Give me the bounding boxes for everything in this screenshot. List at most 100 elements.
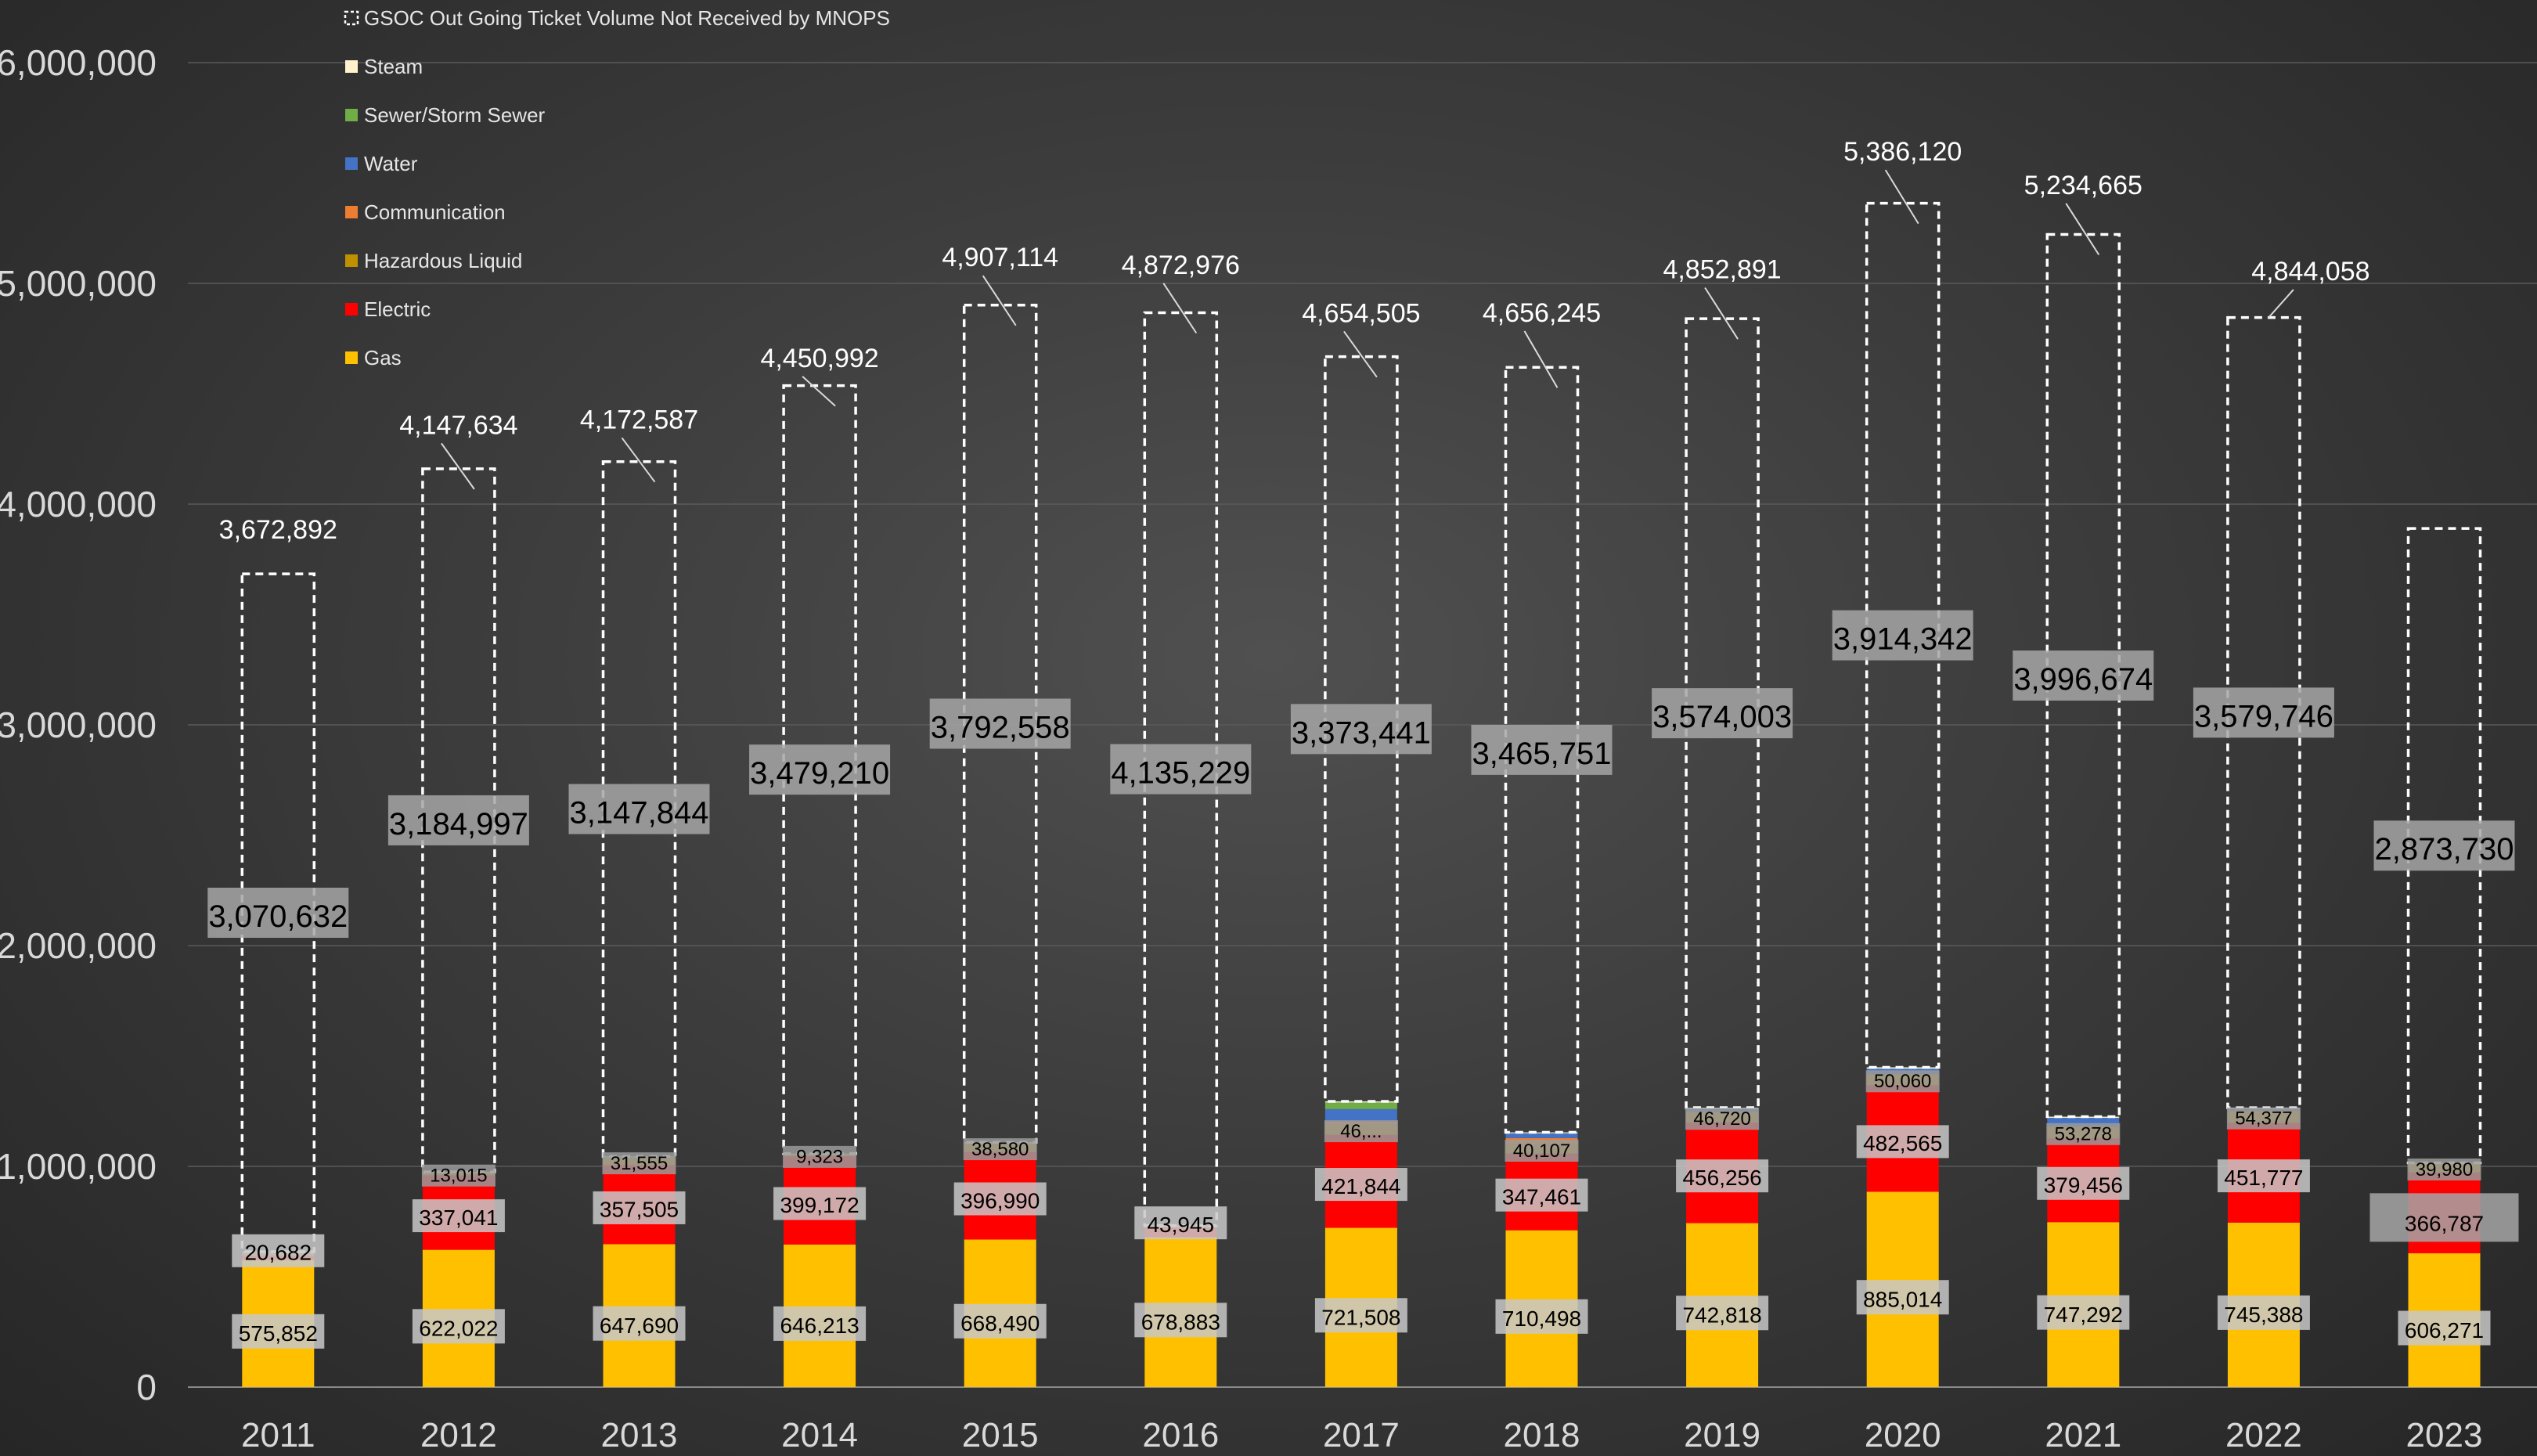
gas-value-label: 668,490 — [960, 1311, 1040, 1335]
electric-value-label-box — [232, 1234, 325, 1267]
legend-swatch — [345, 60, 358, 73]
gas-value-label-box — [2398, 1310, 2491, 1346]
total-leader-line — [1343, 330, 1378, 378]
gas-value-label: 745,388 — [2224, 1303, 2303, 1327]
gsoc-value-label-box — [387, 795, 529, 845]
gsoc-value-label-box — [2373, 820, 2515, 871]
total-value-label: 5,234,665 — [2024, 171, 2142, 200]
y-tick-label: 6,000,000 — [0, 42, 157, 83]
hazardous-liquid-value-label-box — [602, 1152, 676, 1175]
electric-value-label-box — [412, 1199, 505, 1233]
electric-value-label-box — [2217, 1159, 2310, 1193]
gas-value-label-box — [1676, 1296, 1769, 1331]
gas-value-label: 721,508 — [1321, 1306, 1400, 1330]
gas-value-label-box — [2037, 1295, 2130, 1330]
gsoc-value-label: 3,373,441 — [1292, 715, 1431, 750]
hazardous-liquid-value-label: 46,720 — [1693, 1108, 1750, 1130]
bar-water — [2047, 1117, 2120, 1127]
total-value-label: 4,450,992 — [760, 344, 878, 373]
gsoc-value-label: 3,184,997 — [389, 807, 528, 842]
hazardous-liquid-value-label: 46,... — [1340, 1121, 1382, 1142]
electric-value-label: 396,990 — [960, 1188, 1040, 1213]
hazardous-liquid-value-label: 31,555 — [611, 1153, 668, 1174]
gsoc-value-label-box — [1652, 688, 1793, 739]
x-tick-label: 2011 — [241, 1416, 315, 1454]
gas-value-label: 742,818 — [1682, 1303, 1761, 1328]
gas-value-label-box — [2217, 1295, 2310, 1330]
total-leader-line — [1704, 287, 1739, 340]
gas-value-label-box — [953, 1303, 1047, 1339]
total-value-label: 4,872,976 — [1122, 250, 1240, 280]
total-value-label: 4,656,245 — [1483, 298, 1601, 328]
x-tick-label: 2022 — [2225, 1416, 2302, 1454]
legend-swatch — [345, 109, 358, 121]
hazardous-liquid-value-label-box — [1865, 1070, 1940, 1093]
hazardous-liquid-value-label: 9,323 — [796, 1147, 843, 1168]
hazardous-liquid-value-label-box — [2407, 1158, 2481, 1180]
gsoc-value-label: 3,147,844 — [570, 795, 709, 830]
gsoc-value-label: 3,996,674 — [2013, 662, 2153, 697]
gsoc-value-label-box — [929, 698, 1071, 749]
total-leader-line — [802, 376, 836, 407]
hazardous-liquid-value-label-box — [2226, 1107, 2301, 1130]
electric-value-label-box — [1856, 1125, 1949, 1159]
y-tick-label: 1,000,000 — [0, 1146, 157, 1187]
gsoc-value-label-box — [1832, 610, 1973, 661]
hazardous-liquid-value-label: 40,107 — [1513, 1141, 1570, 1162]
total-value-label: 4,852,891 — [1663, 254, 1781, 284]
total-value-label: 5,386,120 — [1843, 137, 1962, 167]
hazardous-liquid-value-label: 50,060 — [1874, 1071, 1931, 1092]
hazardous-liquid-value-label-box — [1505, 1140, 1579, 1162]
x-tick-label: 2021 — [2045, 1416, 2121, 1454]
legend-swatch — [344, 10, 359, 26]
bar-water — [1324, 1108, 1397, 1122]
x-tick-label: 2020 — [1865, 1416, 1941, 1454]
gas-value-label: 622,022 — [419, 1317, 498, 1341]
gas-value-label-box — [1856, 1280, 1949, 1315]
total-value-label: 4,147,634 — [399, 410, 517, 440]
hazardous-liquid-value-label: 13,015 — [430, 1166, 487, 1187]
legend-swatch — [345, 157, 358, 170]
total-value-label: 4,907,114 — [942, 243, 1058, 272]
gsoc-value-label-box — [568, 784, 710, 834]
gas-value-label: 575,852 — [239, 1321, 318, 1346]
hazardous-liquid-value-label: 39,980 — [2416, 1159, 2473, 1180]
electric-value-label: 421,844 — [1321, 1174, 1400, 1198]
gsoc-value-label: 3,465,751 — [1472, 737, 1612, 771]
gsoc-value-label-box — [1290, 704, 1432, 755]
x-tick-label: 2012 — [420, 1416, 497, 1454]
y-tick-label: 3,000,000 — [0, 705, 157, 745]
total-leader-line — [2268, 289, 2294, 319]
x-tick-label: 2016 — [1142, 1416, 1219, 1454]
electric-value-label-box — [2037, 1166, 2130, 1200]
legend-label: Water — [364, 152, 418, 175]
legend-swatch — [345, 206, 358, 218]
y-tick-label: 0 — [136, 1367, 157, 1407]
x-tick-label: 2023 — [2406, 1416, 2483, 1454]
x-tick-label: 2017 — [1323, 1416, 1400, 1454]
electric-value-label: 482,565 — [1863, 1131, 1942, 1155]
electric-value-label: 451,777 — [2224, 1166, 2303, 1190]
x-tick-label: 2018 — [1504, 1416, 1580, 1454]
gas-value-label-box — [1314, 1298, 1407, 1333]
gas-value-label: 710,498 — [1502, 1306, 1581, 1331]
y-tick-label: 2,000,000 — [0, 925, 157, 966]
gsoc-value-label: 3,579,746 — [2194, 699, 2333, 733]
total-leader-line — [1523, 330, 1559, 388]
legend-swatch — [345, 351, 358, 364]
hazardous-liquid-value-label-box — [421, 1164, 496, 1187]
legend-label: Gas — [364, 346, 402, 369]
x-tick-label: 2013 — [601, 1416, 678, 1454]
gsoc-value-label-box — [207, 888, 349, 939]
gsoc-value-label-box — [1471, 724, 1613, 775]
total-leader-line — [982, 275, 1017, 326]
electric-value-label-box — [953, 1182, 1047, 1216]
gsoc-value-label: 2,873,730 — [2375, 832, 2514, 867]
electric-value-label-box — [2369, 1193, 2519, 1242]
total-leader-line — [621, 437, 656, 483]
gsoc-value-label: 3,574,003 — [1652, 700, 1792, 734]
gas-value-label-box — [593, 1306, 686, 1341]
hazardous-liquid-value-label-box — [2046, 1123, 2121, 1145]
gsoc-value-label: 4,135,229 — [1111, 755, 1250, 790]
